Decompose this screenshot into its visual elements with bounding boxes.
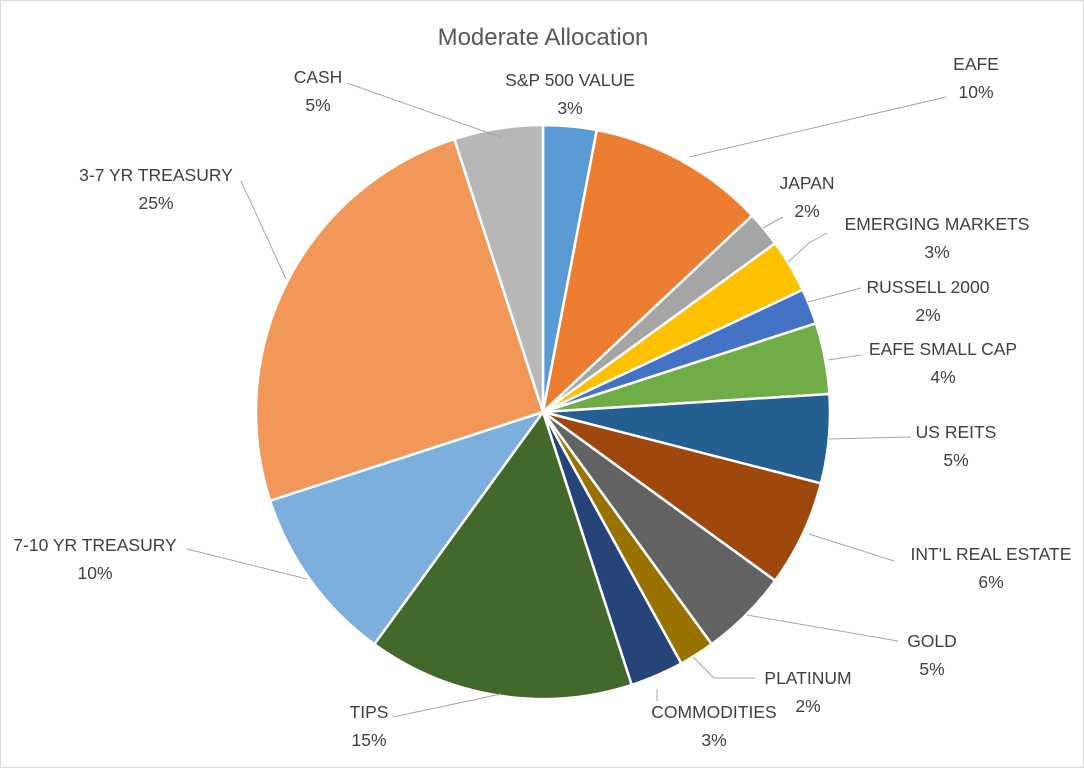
slice-value-eafe-small-cap: 4% <box>930 367 955 387</box>
slice-label-tips: TIPS <box>350 702 389 722</box>
leader-line <box>828 436 912 440</box>
pie-slice-cash <box>452 123 545 413</box>
slice-label-us-reits: US REITS <box>916 422 997 442</box>
slice-value-cash: 5% <box>305 95 330 115</box>
slice-value-gold: 5% <box>919 659 944 679</box>
slice-value-russell-2000: 2% <box>915 305 940 325</box>
slice-value-int-l-real-estate: 6% <box>978 572 1003 592</box>
leader-line <box>807 287 862 303</box>
pie-slices <box>254 123 832 701</box>
leader-line <box>787 232 828 263</box>
slice-label-japan: JAPAN <box>779 173 834 193</box>
leader-line <box>692 656 755 679</box>
pie-slice-eafe <box>541 128 754 416</box>
slice-label-int-l-real-estate: INT'L REAL ESTATE <box>911 544 1072 564</box>
slice-label-emerging-markets: EMERGING MARKETS <box>845 214 1030 234</box>
slice-value-tips: 15% <box>351 730 386 750</box>
leader-line <box>808 533 895 562</box>
leader-line <box>346 82 504 139</box>
slice-value-eafe: 10% <box>958 82 993 102</box>
slice-value-commodities: 3% <box>701 730 726 750</box>
slice-label-3-7-yr-treasury: 3-7 YR TREASURY <box>79 165 233 185</box>
slice-value-emerging-markets: 3% <box>924 242 949 262</box>
slice-label-eafe: EAFE <box>953 54 999 74</box>
slice-value-us-reits: 5% <box>943 450 968 470</box>
leader-line <box>240 180 287 280</box>
pie-slice-tips <box>372 409 634 701</box>
slice-label-cash: CASH <box>294 67 343 87</box>
leader-line <box>762 216 784 229</box>
slice-label-commodities: COMMODITIES <box>651 702 776 722</box>
slice-label-gold: GOLD <box>907 631 957 651</box>
pie-slice-7-10-yr-treasury <box>268 409 547 646</box>
slice-label-eafe-small-cap: EAFE SMALL CAP <box>869 339 1017 359</box>
slice-value-7-10-yr-treasury: 10% <box>77 563 112 583</box>
slice-label-s-p-500-value: S&P 500 VALUE <box>505 70 635 90</box>
leader-line <box>392 693 502 718</box>
leader-line <box>186 548 308 580</box>
slice-label-platinum: PLATINUM <box>764 668 851 688</box>
slice-value-japan: 2% <box>794 201 819 221</box>
leader-line <box>688 96 947 158</box>
leader-line <box>746 614 899 642</box>
slice-label-7-10-yr-treasury: 7-10 YR TREASURY <box>13 535 177 555</box>
slice-value-platinum: 2% <box>795 696 820 716</box>
slice-value-s-p-500-value: 3% <box>557 98 582 118</box>
slice-labels: S&P 500 VALUE 3% EAFE 10% JAPAN 2% EMERGING MA… <box>13 54 1071 750</box>
slice-label-russell-2000: RUSSELL 2000 <box>867 277 990 297</box>
leader-line <box>827 354 862 361</box>
pie-slice-3-7-yr-treasury <box>254 137 545 503</box>
chart-title: Moderate Allocation <box>438 24 649 51</box>
leader-lines <box>186 82 947 718</box>
slice-value-3-7-yr-treasury: 25% <box>138 193 173 213</box>
